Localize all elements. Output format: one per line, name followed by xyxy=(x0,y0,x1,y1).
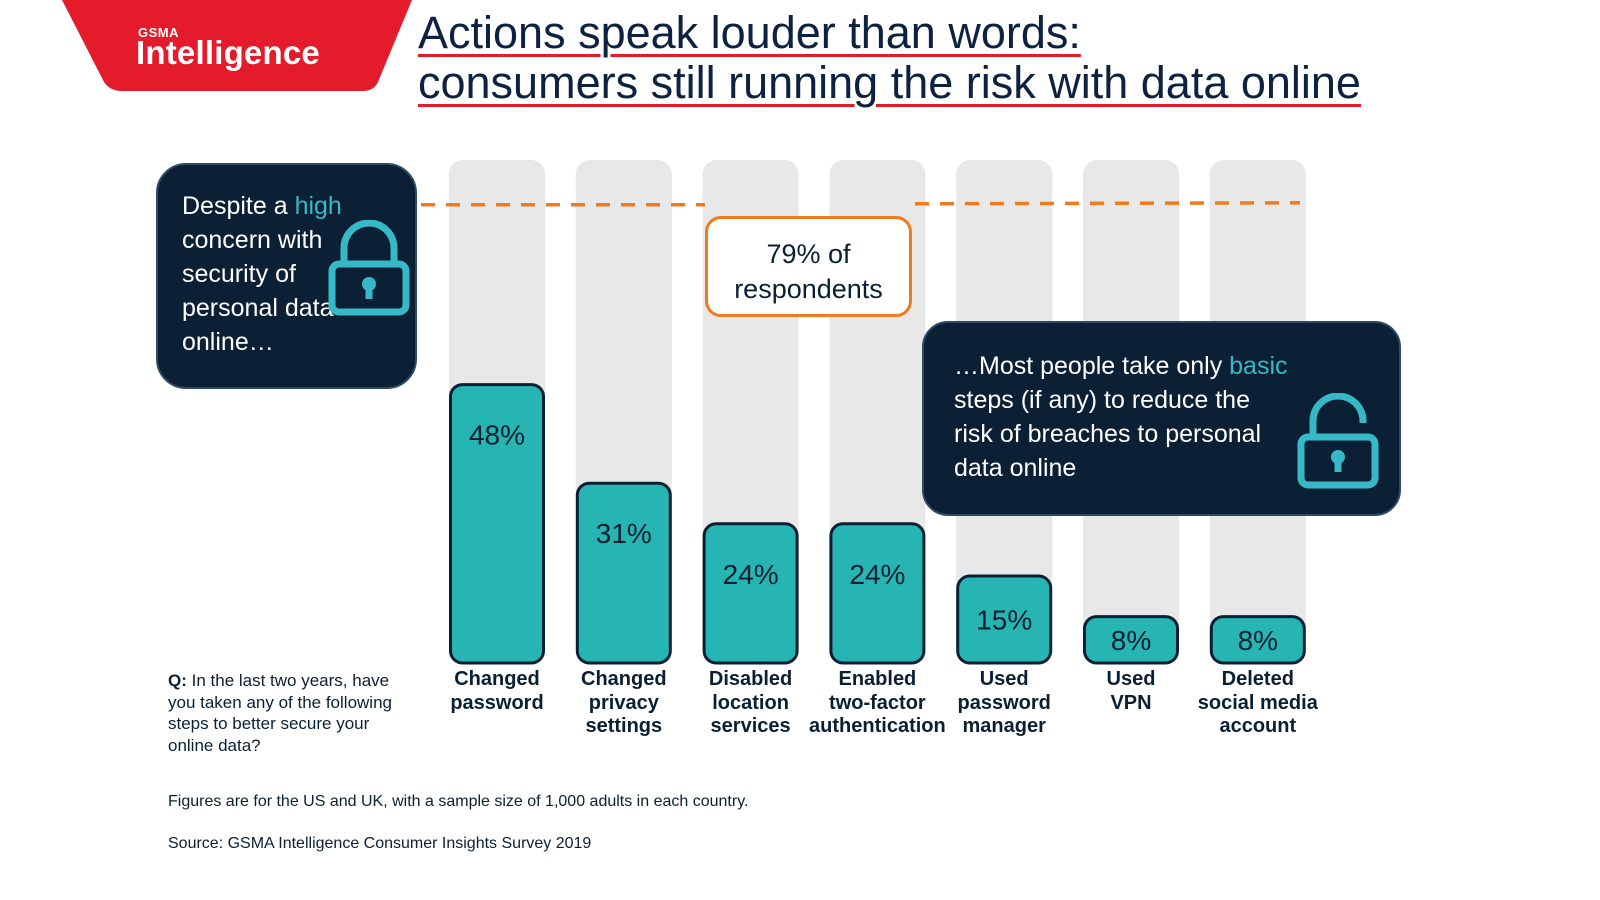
category-label-line: password xyxy=(957,691,1051,714)
source-note: Source: GSMA Intelligence Consumer Insig… xyxy=(168,835,592,852)
category-label: Changed password xyxy=(417,668,577,715)
category-label-line: Deleted xyxy=(1221,668,1294,690)
basic-text-post: steps (if any) to reduce the risk of bre… xyxy=(954,386,1262,482)
bar xyxy=(1083,615,1179,665)
logo-background xyxy=(62,0,412,91)
category-label-line: authentication xyxy=(809,715,946,737)
category-label-line: account xyxy=(1219,715,1297,737)
respondents-line-1: 79% of xyxy=(766,239,851,269)
bar xyxy=(575,481,672,665)
category-label-line: Changed xyxy=(581,668,667,690)
basic-text-accent: basic xyxy=(1229,352,1288,380)
bar-value-label: 48% xyxy=(469,420,525,451)
category-label-line: two-factor xyxy=(829,691,926,714)
logo-intelligence-text: Intelligence xyxy=(136,34,320,71)
concern-text-accent: high xyxy=(294,192,342,220)
category-label: Changed privacy settings xyxy=(544,668,704,739)
basic-text-pre: …Most people take only xyxy=(954,352,1230,380)
bar xyxy=(829,522,926,665)
footnote: Figures are for the US and UK, with a sa… xyxy=(168,793,749,810)
category-label-line: privacy xyxy=(588,691,659,714)
category-label-line: Changed xyxy=(454,668,540,690)
title-line-2: consumers still running the risk with da… xyxy=(418,57,1361,108)
concern-text-pre: Despite a xyxy=(182,192,295,220)
category-label-line: Used xyxy=(979,668,1029,690)
gsma-intelligence-logo: GSMA Intelligence xyxy=(62,0,412,92)
bar-value-label: 24% xyxy=(849,559,905,590)
bar xyxy=(956,574,1053,665)
category-label: Used VPN xyxy=(1051,668,1211,715)
category-label-line: Enabled xyxy=(838,668,917,690)
bar-value-label: 15% xyxy=(976,605,1032,636)
bar xyxy=(449,383,545,665)
open-lock-icon xyxy=(1297,393,1379,489)
bar xyxy=(1209,615,1306,665)
category-label-line: social media xyxy=(1197,691,1318,714)
question-text: In the last two years, have you taken an… xyxy=(168,671,392,755)
category-label: Disabled location services xyxy=(671,668,831,739)
bar-value-label: 31% xyxy=(596,518,652,549)
basic-steps-callout: …Most people take only basic steps (if a… xyxy=(922,321,1401,516)
category-label-line: services xyxy=(710,715,791,737)
page-title: Actions speak louder than words: consume… xyxy=(418,8,1361,108)
closed-lock-icon xyxy=(328,220,410,316)
concern-callout-text: Despite a high concern with security of … xyxy=(182,189,352,359)
respondents-line-2: respondents xyxy=(734,274,883,304)
category-label-line: location xyxy=(712,691,789,714)
question-prefix: Q: xyxy=(168,671,187,690)
bar-value-label: 24% xyxy=(723,559,779,590)
category-label-line: Used xyxy=(1106,668,1156,690)
category-label-line: manager xyxy=(962,715,1046,737)
bar xyxy=(702,522,799,665)
category-label: Enabled two-factor authentication xyxy=(797,668,957,739)
bar-value-label: 8% xyxy=(1111,625,1151,656)
survey-question: Q: In the last two years, have you taken… xyxy=(168,670,398,756)
basic-steps-callout-text: …Most people take only basic steps (if a… xyxy=(954,349,1294,485)
respondents-reference-label: 79% of respondents xyxy=(705,216,912,317)
category-label-line: password xyxy=(450,691,544,714)
category-label: Deleted social media account xyxy=(1178,668,1338,739)
category-label-line: settings xyxy=(585,715,663,737)
bar-value-label: 8% xyxy=(1238,625,1278,656)
category-label-line: Disabled xyxy=(708,668,793,690)
concern-callout: Despite a high concern with security of … xyxy=(156,163,417,389)
title-line-1: Actions speak louder than words: xyxy=(418,7,1081,58)
category-label: Used password manager xyxy=(924,668,1084,739)
concern-text-post: concern with security of personal data o… xyxy=(182,226,334,356)
logo-gsma-text: GSMA xyxy=(138,25,179,40)
category-label-line: VPN xyxy=(1110,691,1152,714)
